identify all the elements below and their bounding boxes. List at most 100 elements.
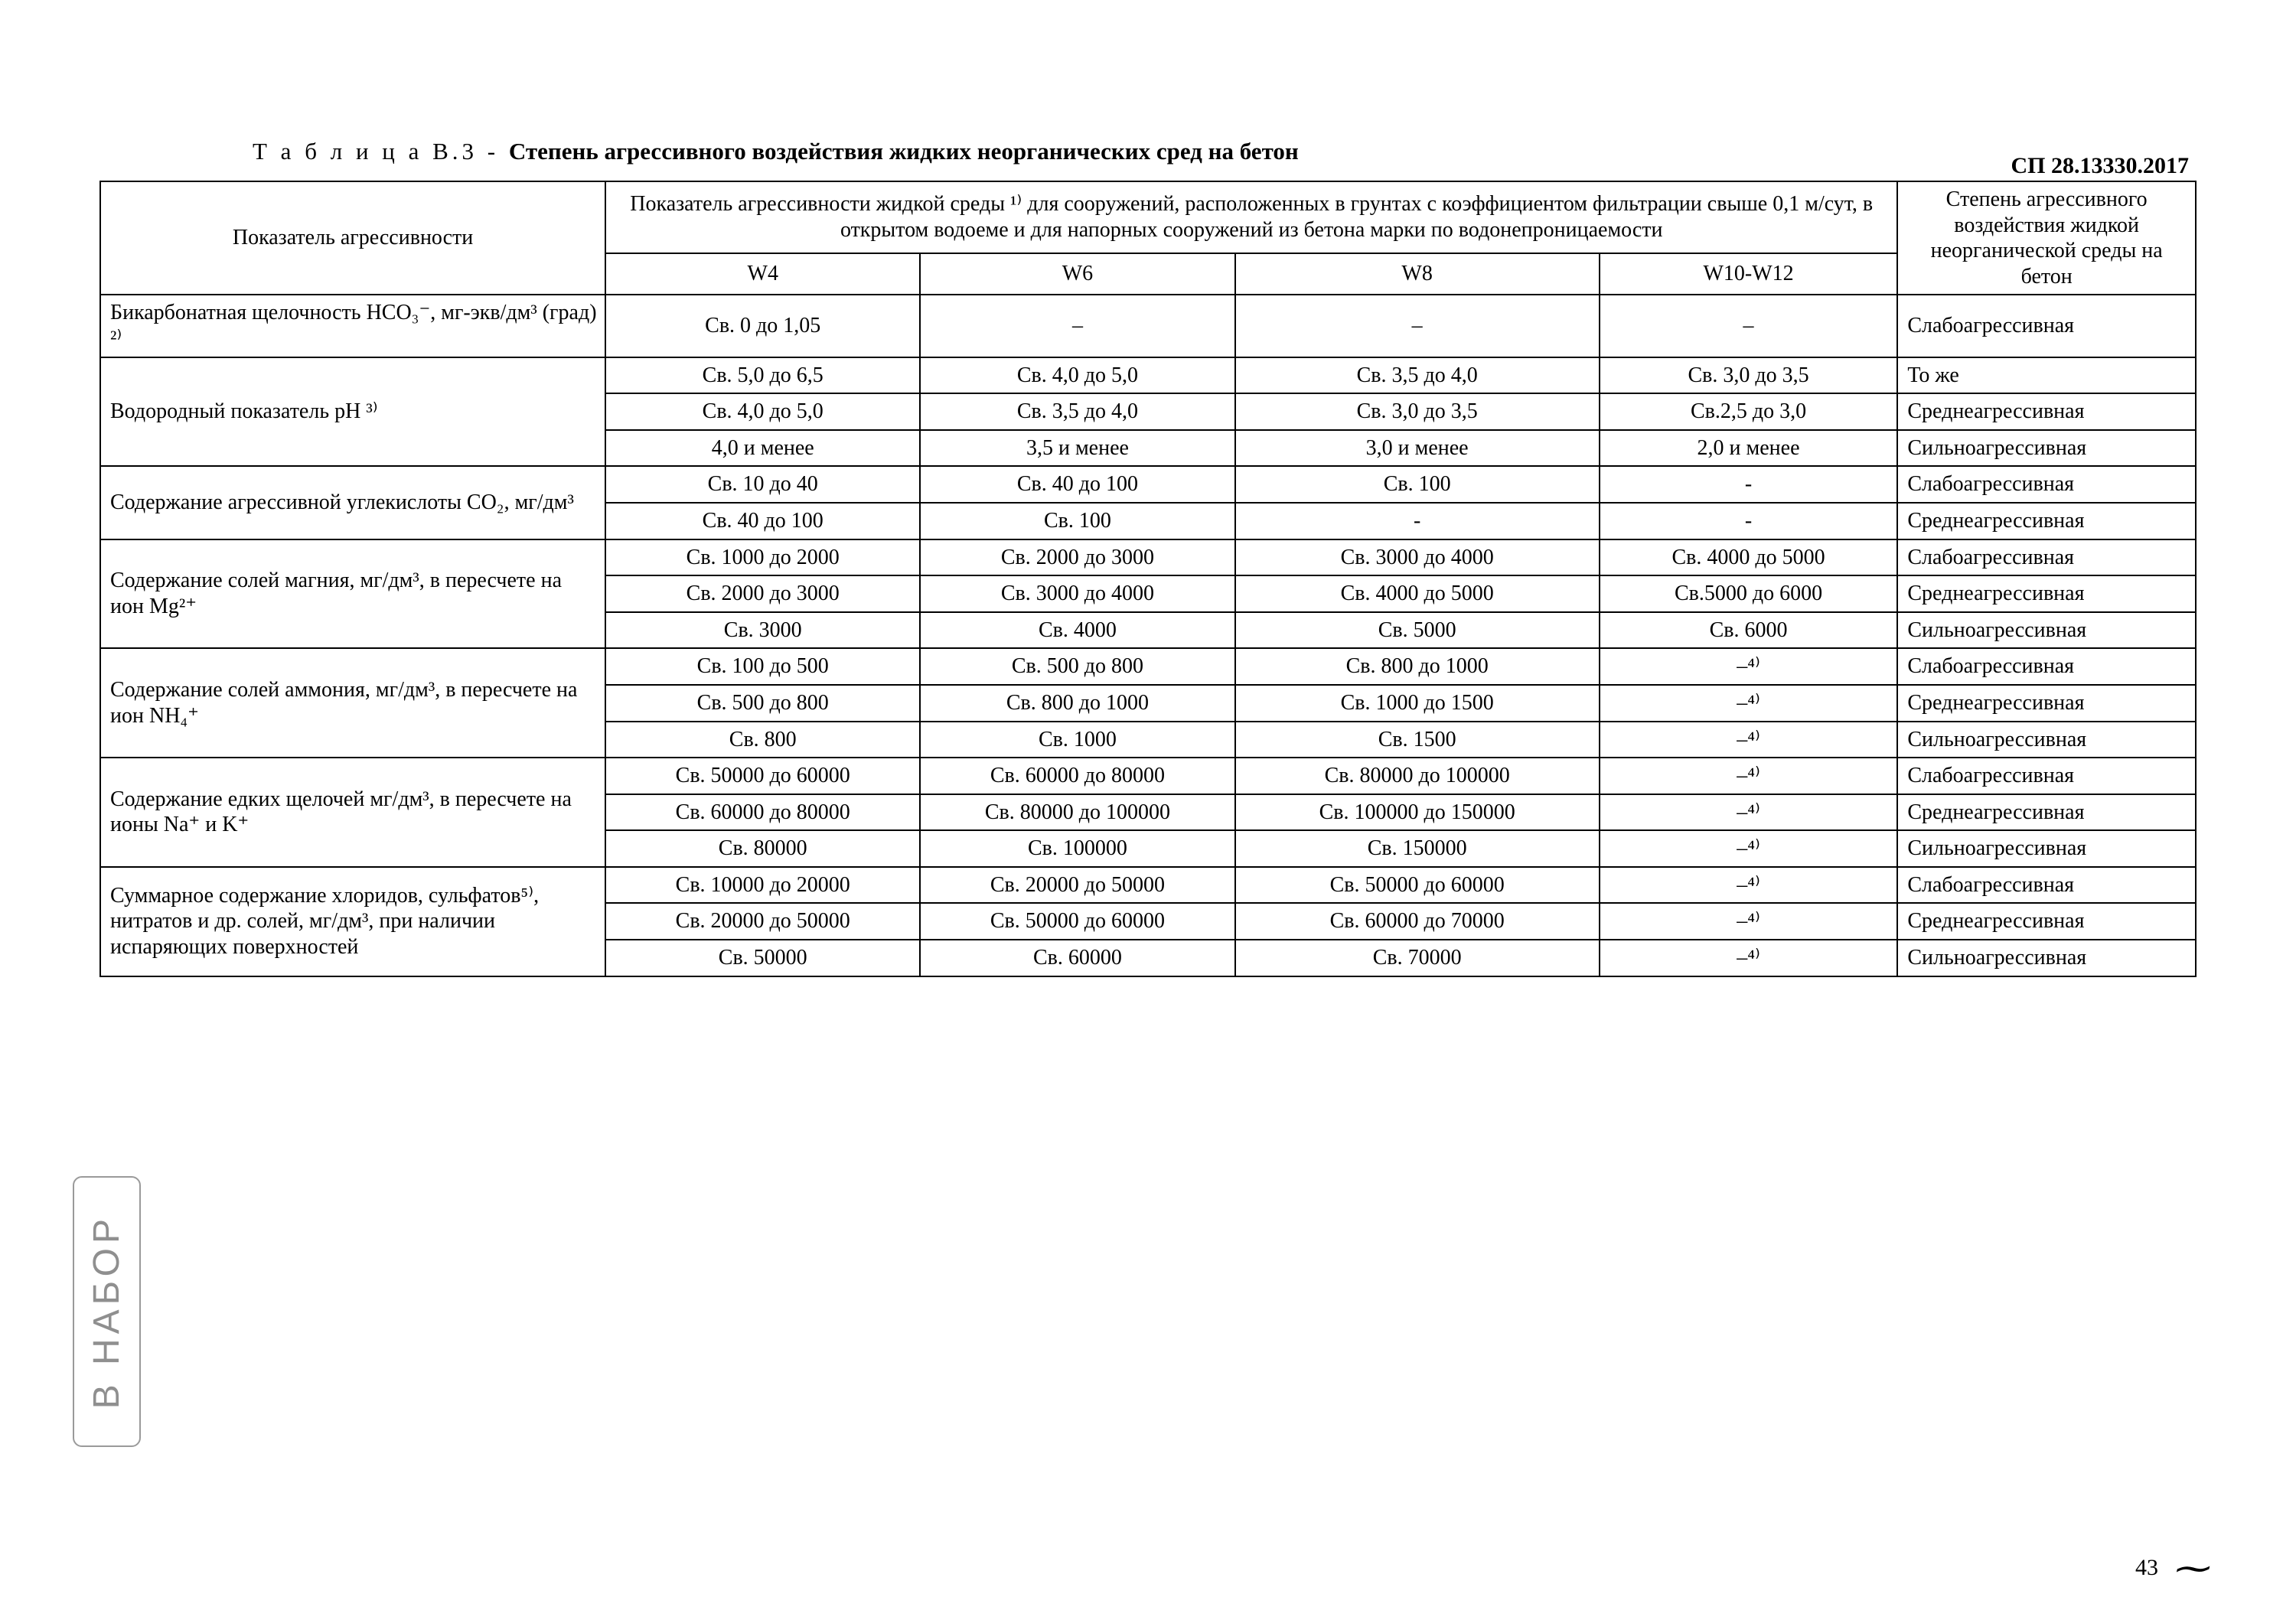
cell-w10: Св. 3,0 до 3,5 xyxy=(1600,357,1898,394)
cell-w6: 3,5 и менее xyxy=(920,430,1234,467)
table-row: Содержание едких щелочей мг/дм³, в перес… xyxy=(100,758,2196,794)
cell-aggressiveness: Слабоагрессивная xyxy=(1897,539,2196,576)
cell-w8: Св. 70000 xyxy=(1235,940,1600,976)
cell-parameter: Содержание агрессивной углекислоты CO₂, … xyxy=(100,466,605,539)
cell-w10: –⁴⁾ xyxy=(1600,830,1898,867)
cell-w4: Св. 3000 xyxy=(605,612,920,649)
cell-w8: Св. 3,5 до 4,0 xyxy=(1235,357,1600,394)
cell-w4: Св. 4,0 до 5,0 xyxy=(605,393,920,430)
caption-prefix: Т а б л и ц а В.3 - xyxy=(253,138,509,165)
cell-w6: Св. 800 до 1000 xyxy=(920,685,1234,722)
cell-w10: –⁴⁾ xyxy=(1600,940,1898,976)
cell-w4: Св. 800 xyxy=(605,722,920,758)
table-row: Содержание агрессивной углекислоты CO₂, … xyxy=(100,466,2196,503)
cell-w6: Св. 80000 до 100000 xyxy=(920,794,1234,831)
cell-aggressiveness: Сильноагрессивная xyxy=(1897,940,2196,976)
table-row: Содержание солей аммония, мг/дм³, в пере… xyxy=(100,648,2196,685)
cell-aggressiveness: Среднеагрессивная xyxy=(1897,503,2196,539)
cell-aggressiveness: Среднеагрессивная xyxy=(1897,903,2196,940)
cell-w6: Св. 1000 xyxy=(920,722,1234,758)
cell-w8: Св. 60000 до 70000 xyxy=(1235,903,1600,940)
table-row: Бикарбонатная щелочность HCO₃⁻, мг-экв/д… xyxy=(100,295,2196,357)
stamp-text: В НАБОР xyxy=(89,1214,126,1409)
cell-w8: Св. 5000 xyxy=(1235,612,1600,649)
cell-parameter: Суммарное содержание хлоридов, сульфатов… xyxy=(100,867,605,976)
cell-w4: Св. 10000 до 20000 xyxy=(605,867,920,904)
col-header-spanning: Показатель агрессивности жидкой среды ¹⁾… xyxy=(605,181,1897,253)
cell-w6: Св. 100000 xyxy=(920,830,1234,867)
cell-w4: Св. 60000 до 80000 xyxy=(605,794,920,831)
col-header-parameter: Показатель агрессивности xyxy=(100,181,605,295)
cell-w8: Св. 3,0 до 3,5 xyxy=(1235,393,1600,430)
cell-aggressiveness: Среднеагрессивная xyxy=(1897,575,2196,612)
cell-w8: Св. 4000 до 5000 xyxy=(1235,575,1600,612)
col-header-w6: W6 xyxy=(920,253,1234,295)
cell-w6: – xyxy=(920,295,1234,357)
cell-w4: 4,0 и менее xyxy=(605,430,920,467)
signature-mark: ⁓ xyxy=(2173,1547,2208,1589)
cell-w10: –⁴⁾ xyxy=(1600,685,1898,722)
cell-w4: Св. 500 до 800 xyxy=(605,685,920,722)
cell-parameter: Содержание едких щелочей мг/дм³, в перес… xyxy=(100,758,605,867)
cell-aggressiveness: Слабоагрессивная xyxy=(1897,648,2196,685)
cell-w8: – xyxy=(1235,295,1600,357)
cell-w10: Св. 4000 до 5000 xyxy=(1600,539,1898,576)
cell-w4: Св. 5,0 до 6,5 xyxy=(605,357,920,394)
cell-w4: Св. 2000 до 3000 xyxy=(605,575,920,612)
cell-w10: - xyxy=(1600,466,1898,503)
cell-w4: Св. 40 до 100 xyxy=(605,503,920,539)
col-header-w4: W4 xyxy=(605,253,920,295)
col-header-aggressiveness: Степень агрессивного воздействия жидкой … xyxy=(1897,181,2196,295)
cell-w10: –⁴⁾ xyxy=(1600,903,1898,940)
cell-w8: - xyxy=(1235,503,1600,539)
cell-parameter: Бикарбонатная щелочность HCO₃⁻, мг-экв/д… xyxy=(100,295,605,357)
cell-parameter: Содержание солей аммония, мг/дм³, в пере… xyxy=(100,648,605,758)
cell-aggressiveness: Среднеагрессивная xyxy=(1897,393,2196,430)
caption-title: Степень агрессивного воздействия жидких … xyxy=(509,138,1299,165)
cell-w4: Св. 20000 до 50000 xyxy=(605,903,920,940)
cell-aggressiveness: Сильноагрессивная xyxy=(1897,430,2196,467)
cell-w4: Св. 50000 до 60000 xyxy=(605,758,920,794)
cell-aggressiveness: Слабоагрессивная xyxy=(1897,867,2196,904)
cell-aggressiveness: Сильноагрессивная xyxy=(1897,612,2196,649)
cell-w10: Св.2,5 до 3,0 xyxy=(1600,393,1898,430)
cell-w6: Св. 2000 до 3000 xyxy=(920,539,1234,576)
cell-w8: Св. 1500 xyxy=(1235,722,1600,758)
cell-w8: Св. 100000 до 150000 xyxy=(1235,794,1600,831)
cell-w8: Св. 100 xyxy=(1235,466,1600,503)
cell-w8: 3,0 и менее xyxy=(1235,430,1600,467)
cell-w6: Св. 60000 xyxy=(920,940,1234,976)
cell-w10: –⁴⁾ xyxy=(1600,722,1898,758)
cell-w6: Св. 20000 до 50000 xyxy=(920,867,1234,904)
cell-w4: Св. 10 до 40 xyxy=(605,466,920,503)
cell-w10: –⁴⁾ xyxy=(1600,867,1898,904)
stamp-v-nabor: В НАБОР xyxy=(73,1176,141,1447)
cell-aggressiveness: Среднеагрессивная xyxy=(1897,794,2196,831)
cell-w10: Св.5000 до 6000 xyxy=(1600,575,1898,612)
cell-w10: –⁴⁾ xyxy=(1600,794,1898,831)
cell-w8: Св. 150000 xyxy=(1235,830,1600,867)
cell-aggressiveness: Сильноагрессивная xyxy=(1897,830,2196,867)
cell-w6: Св. 3000 до 4000 xyxy=(920,575,1234,612)
document-code: СП 28.13330.2017 xyxy=(2011,153,2190,179)
cell-w8: Св. 1000 до 1500 xyxy=(1235,685,1600,722)
table-header-row-1: Показатель агрессивности Показатель агре… xyxy=(100,181,2196,253)
cell-aggressiveness: Слабоагрессивная xyxy=(1897,466,2196,503)
table-row: Суммарное содержание хлоридов, сульфатов… xyxy=(100,867,2196,904)
table-row: Водородный показатель pH ³⁾Св. 5,0 до 6,… xyxy=(100,357,2196,394)
cell-w10: – xyxy=(1600,295,1898,357)
cell-w4: Св. 50000 xyxy=(605,940,920,976)
cell-w10: –⁴⁾ xyxy=(1600,758,1898,794)
cell-w4: Св. 80000 xyxy=(605,830,920,867)
cell-w8: Св. 800 до 1000 xyxy=(1235,648,1600,685)
cell-w8: Св. 50000 до 60000 xyxy=(1235,867,1600,904)
cell-w6: Св. 50000 до 60000 xyxy=(920,903,1234,940)
cell-w8: Св. 80000 до 100000 xyxy=(1235,758,1600,794)
cell-w6: Св. 60000 до 80000 xyxy=(920,758,1234,794)
cell-w8: Св. 3000 до 4000 xyxy=(1235,539,1600,576)
cell-w10: 2,0 и менее xyxy=(1600,430,1898,467)
col-header-w10: W10-W12 xyxy=(1600,253,1898,295)
cell-aggressiveness: Слабоагрессивная xyxy=(1897,295,2196,357)
cell-w6: Св. 3,5 до 4,0 xyxy=(920,393,1234,430)
cell-w10: - xyxy=(1600,503,1898,539)
